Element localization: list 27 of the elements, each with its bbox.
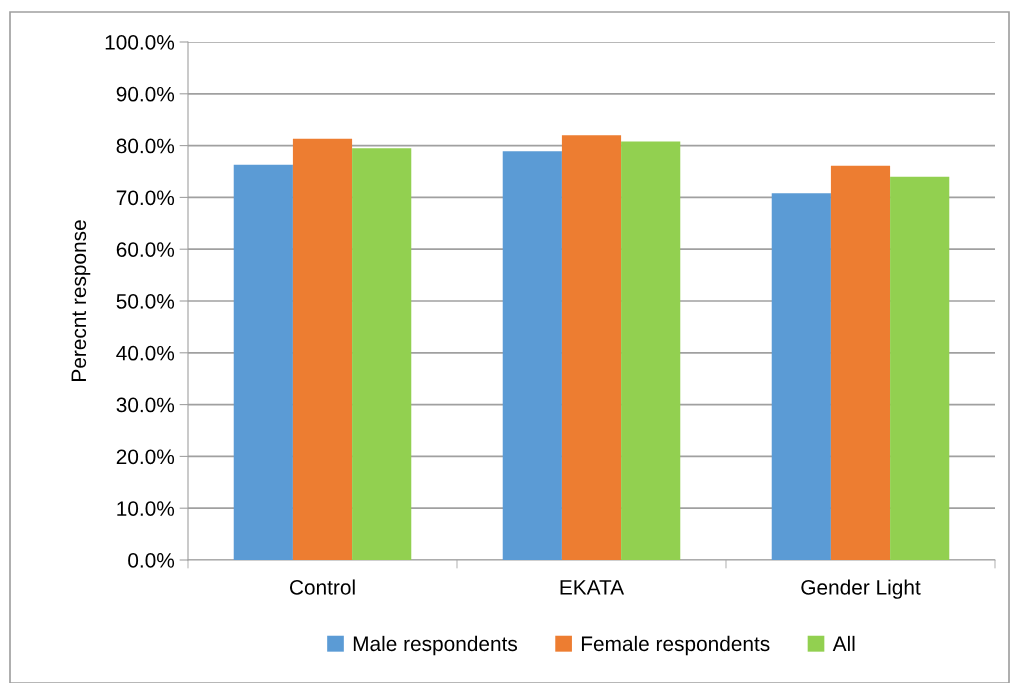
bar (771, 193, 831, 560)
y-tick-label: 60.0% (116, 242, 175, 257)
y-tick-label: 80.0% (116, 138, 175, 154)
y-tick-label: 100.0% (105, 35, 175, 50)
bar (890, 176, 950, 560)
x-tick-label: Control (289, 579, 355, 595)
y-tick-label: 90.0% (116, 86, 175, 102)
y-tick-label: 40.0% (116, 345, 175, 361)
x-tick-label: EKATA (560, 580, 625, 595)
bar (233, 164, 293, 560)
bar (502, 151, 562, 560)
y-tick-label: 0.0% (128, 553, 175, 568)
legend-label: All (832, 635, 855, 651)
bar (561, 135, 622, 560)
x-tick-label: Gender Light (801, 579, 921, 599)
y-axis-title: Perecnt response (71, 220, 91, 381)
bar (621, 141, 681, 560)
legend-label: Female respondents (581, 635, 770, 656)
y-tick-label: 70.0% (116, 190, 175, 206)
bar (292, 138, 353, 560)
y-tick-label: 10.0% (117, 501, 175, 516)
y-tick-label: 20.0% (116, 449, 175, 465)
y-tick-label: 30.0% (116, 397, 175, 413)
y-tick-label: 50.0% (116, 294, 175, 309)
bar (830, 165, 891, 560)
legend-label: Male respondents (353, 635, 518, 656)
bar (352, 148, 412, 560)
